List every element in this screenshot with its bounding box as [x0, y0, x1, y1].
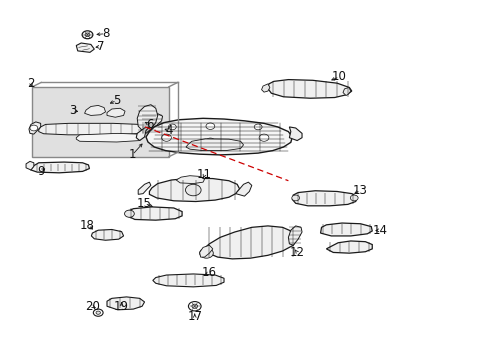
Polygon shape: [107, 108, 125, 117]
Polygon shape: [235, 182, 251, 196]
Polygon shape: [107, 297, 144, 310]
Polygon shape: [76, 134, 141, 142]
Polygon shape: [31, 162, 89, 173]
Polygon shape: [176, 176, 204, 184]
Text: 15: 15: [137, 197, 152, 210]
Polygon shape: [138, 182, 151, 194]
Polygon shape: [146, 118, 292, 155]
Polygon shape: [137, 105, 158, 134]
Polygon shape: [204, 226, 297, 259]
Polygon shape: [153, 274, 224, 287]
Text: 2: 2: [27, 77, 35, 90]
Polygon shape: [289, 127, 302, 140]
Polygon shape: [267, 80, 351, 98]
Text: 3: 3: [69, 104, 77, 117]
FancyBboxPatch shape: [32, 87, 168, 157]
Circle shape: [254, 124, 262, 130]
Polygon shape: [149, 178, 239, 202]
Text: 13: 13: [352, 184, 367, 197]
Polygon shape: [342, 87, 350, 95]
Polygon shape: [127, 207, 182, 220]
Polygon shape: [326, 241, 371, 253]
Text: 1: 1: [128, 148, 136, 161]
Polygon shape: [29, 122, 41, 134]
Polygon shape: [141, 114, 162, 134]
Circle shape: [199, 248, 213, 258]
Circle shape: [349, 195, 357, 201]
Polygon shape: [199, 245, 212, 257]
Text: 6: 6: [145, 118, 153, 131]
Circle shape: [205, 138, 214, 144]
Text: 19: 19: [114, 300, 129, 313]
Text: 4: 4: [165, 124, 172, 137]
Text: 16: 16: [202, 266, 217, 279]
Circle shape: [168, 124, 176, 130]
Circle shape: [191, 304, 197, 308]
Circle shape: [85, 33, 90, 36]
Circle shape: [93, 309, 103, 316]
Text: 20: 20: [85, 300, 100, 313]
Text: 9: 9: [37, 165, 44, 177]
Polygon shape: [76, 43, 94, 52]
Circle shape: [82, 31, 93, 39]
Text: 7: 7: [97, 40, 104, 53]
Text: 11: 11: [197, 168, 212, 181]
Text: 14: 14: [372, 224, 387, 237]
Polygon shape: [84, 105, 105, 116]
Text: 18: 18: [80, 219, 95, 233]
Circle shape: [259, 134, 268, 141]
Text: 17: 17: [187, 310, 202, 324]
Circle shape: [30, 125, 38, 131]
Text: 8: 8: [102, 27, 109, 40]
Text: 5: 5: [113, 94, 120, 107]
Polygon shape: [288, 226, 302, 245]
Circle shape: [205, 123, 214, 130]
Polygon shape: [91, 229, 123, 240]
Polygon shape: [185, 139, 243, 150]
Circle shape: [188, 302, 201, 311]
Polygon shape: [26, 161, 34, 170]
Circle shape: [161, 134, 171, 141]
Polygon shape: [39, 123, 148, 135]
Circle shape: [291, 195, 299, 201]
Polygon shape: [261, 84, 269, 92]
Polygon shape: [292, 191, 357, 206]
Polygon shape: [320, 223, 371, 236]
Text: 10: 10: [331, 70, 346, 83]
Circle shape: [124, 210, 134, 217]
Text: 12: 12: [289, 246, 304, 259]
Circle shape: [185, 184, 201, 196]
Polygon shape: [136, 127, 149, 140]
Circle shape: [96, 311, 100, 314]
